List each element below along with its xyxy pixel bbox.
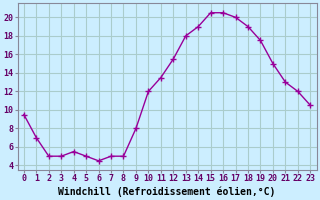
X-axis label: Windchill (Refroidissement éolien,°C): Windchill (Refroidissement éolien,°C) xyxy=(58,186,276,197)
